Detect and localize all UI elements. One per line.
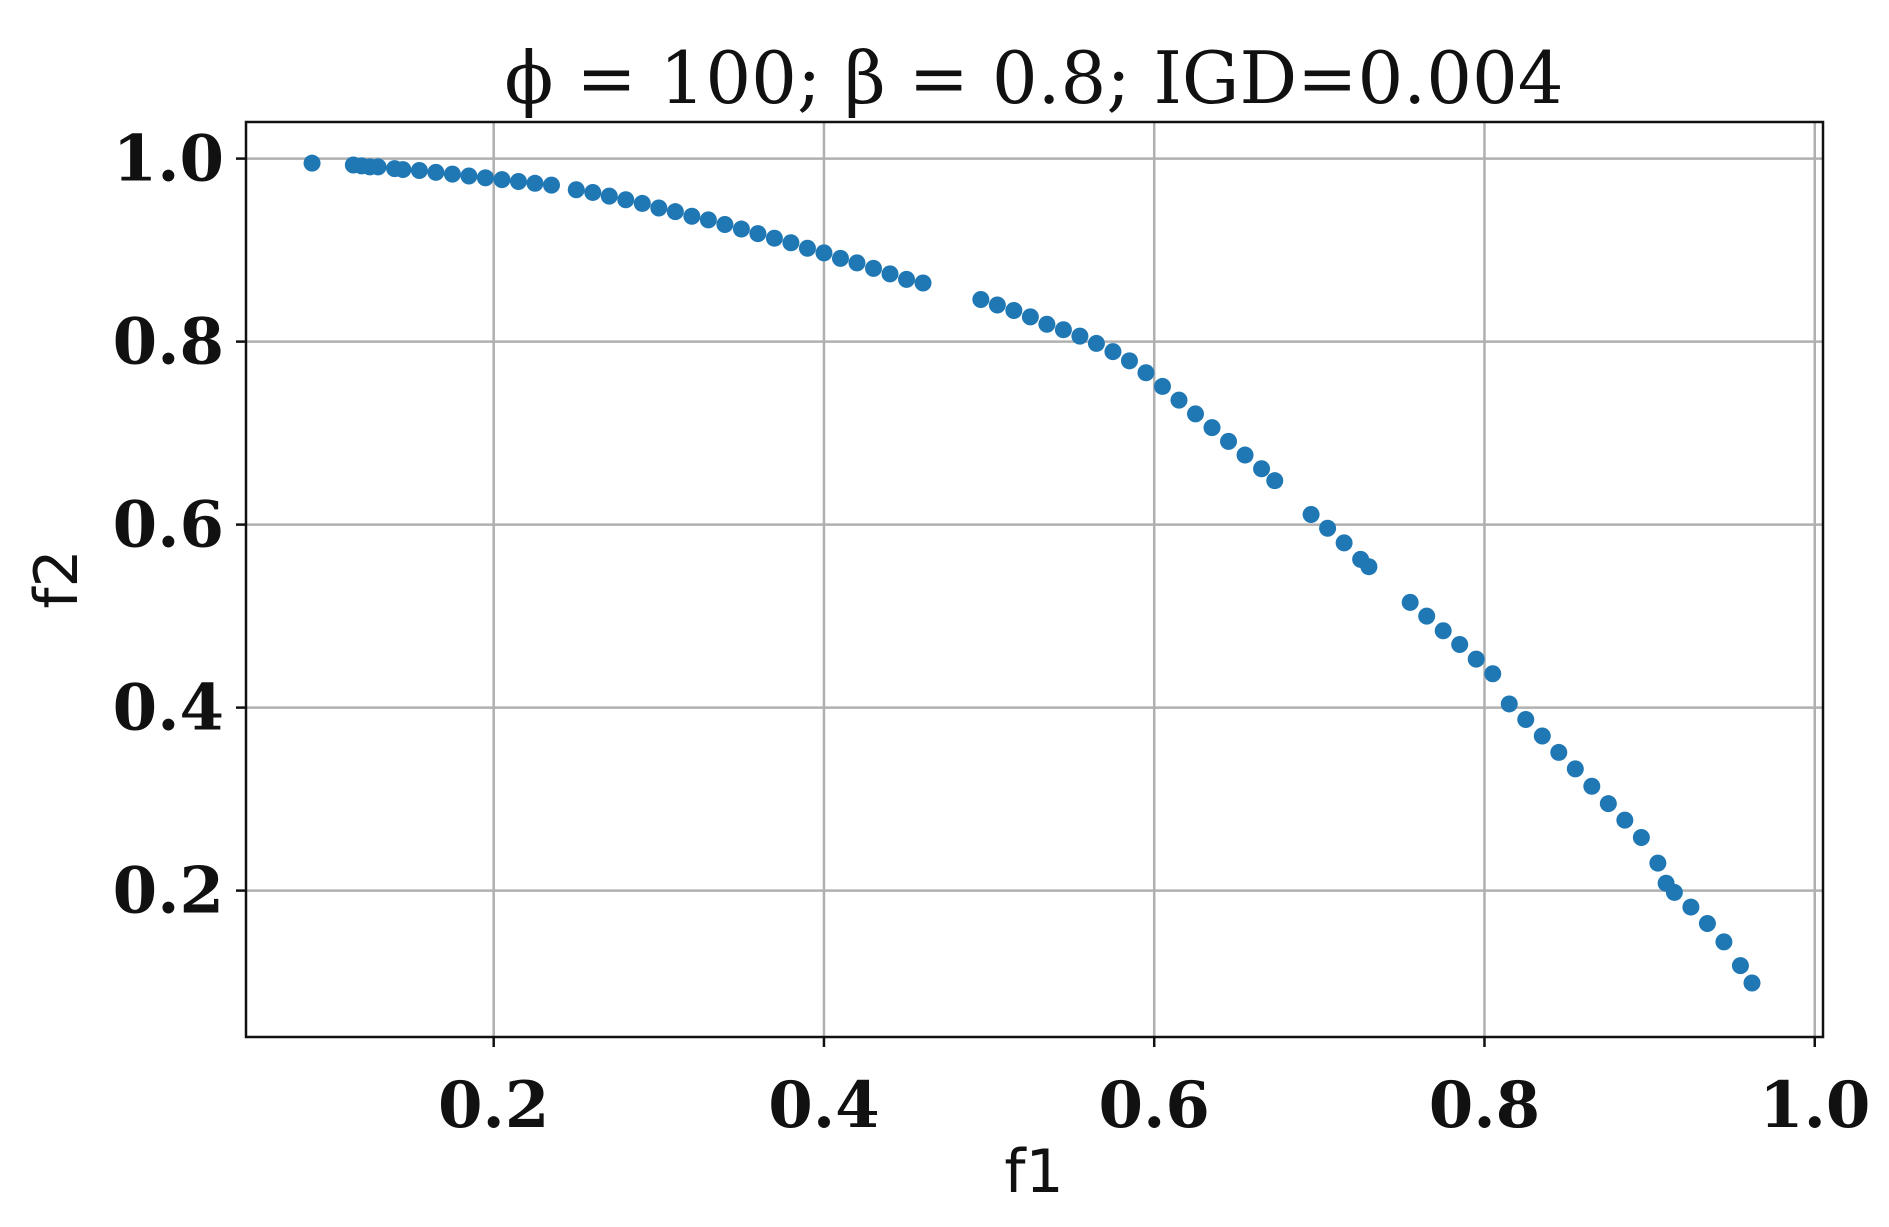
- data-point: [633, 194, 651, 212]
- data-point: [1170, 391, 1188, 409]
- data-point: [881, 265, 899, 283]
- x-tick-label: 0.2: [438, 1068, 549, 1143]
- data-point: [1434, 622, 1452, 640]
- data-point: [567, 181, 585, 199]
- data-point: [460, 167, 478, 185]
- data-point: [1054, 321, 1072, 339]
- data-point: [1583, 777, 1601, 795]
- y-tick-label: 0.2: [113, 854, 224, 929]
- axis-ticks: 0.2 0.4 0.6 0.8 1.0 0.2 0.4 0.6 0.8 1.0: [113, 122, 1871, 1143]
- data-point: [1517, 710, 1535, 728]
- data-point: [1153, 377, 1171, 395]
- data-point: [1038, 315, 1056, 333]
- data-point: [303, 154, 321, 172]
- data-point: [1632, 829, 1650, 847]
- x-tick-label: 0.6: [1099, 1068, 1210, 1143]
- data-point: [716, 215, 734, 233]
- data-point: [584, 183, 602, 201]
- data-point: [1451, 635, 1469, 653]
- data-point: [1203, 419, 1221, 437]
- plot-frame: [244, 120, 1825, 1039]
- data-point: [1021, 308, 1039, 326]
- data-point: [1533, 727, 1551, 745]
- data-point: [1500, 695, 1518, 713]
- data-point: [509, 172, 527, 190]
- data-point: [699, 211, 717, 229]
- data-point: [1649, 854, 1667, 872]
- y-axis-label: f2: [22, 549, 92, 608]
- data-point: [914, 274, 932, 292]
- data-point: [1665, 883, 1683, 901]
- data-point: [617, 191, 635, 209]
- data-point: [1698, 915, 1716, 933]
- data-point: [476, 169, 494, 187]
- data-point: [864, 259, 882, 277]
- data-point: [1187, 405, 1205, 423]
- data-point: [749, 225, 767, 243]
- data-point: [526, 174, 544, 192]
- data-point: [683, 207, 701, 225]
- y-tick-label: 1.0: [113, 122, 224, 197]
- data-point: [831, 249, 849, 267]
- data-point: [1104, 343, 1122, 361]
- data-point: [1731, 957, 1749, 975]
- data-point: [1682, 898, 1700, 916]
- data-point: [798, 239, 816, 257]
- data-point: [732, 220, 750, 238]
- data-point: [1319, 519, 1337, 537]
- x-tick-label: 1.0: [1759, 1068, 1870, 1143]
- grid-lines: [246, 122, 1823, 1037]
- data-point: [1550, 743, 1568, 761]
- data-point: [600, 187, 618, 205]
- data-point: [1484, 665, 1502, 683]
- data-point: [1566, 760, 1584, 778]
- data-point: [1137, 364, 1155, 382]
- data-point: [815, 244, 833, 262]
- data-point: [1236, 446, 1254, 464]
- data-point: [443, 165, 461, 183]
- data-point: [650, 199, 668, 217]
- data-point: [410, 161, 428, 179]
- x-tick-label: 0.8: [1429, 1068, 1540, 1143]
- data-point: [1120, 352, 1138, 370]
- x-tick-label: 0.4: [768, 1068, 879, 1143]
- data-point: [542, 176, 560, 194]
- data-point: [765, 229, 783, 247]
- data-point: [427, 163, 445, 181]
- data-point: [1266, 472, 1284, 490]
- data-point: [972, 291, 990, 309]
- data-points: [303, 154, 1761, 992]
- data-point: [1087, 334, 1105, 352]
- data-point: [1418, 607, 1436, 625]
- data-point: [1467, 650, 1485, 668]
- data-point: [1253, 460, 1271, 478]
- data-point: [1302, 506, 1320, 524]
- data-point: [666, 203, 684, 221]
- y-tick-label: 0.6: [113, 488, 224, 563]
- data-point: [1599, 795, 1617, 813]
- y-tick-label: 0.4: [113, 671, 224, 746]
- data-point: [782, 234, 800, 252]
- y-tick-label: 0.8: [113, 305, 224, 380]
- data-point: [369, 158, 387, 176]
- data-point: [1360, 558, 1378, 576]
- data-point: [1715, 933, 1733, 951]
- data-point: [898, 270, 916, 288]
- x-axis-label: f1: [1004, 1137, 1063, 1207]
- data-point: [848, 254, 866, 272]
- data-point: [1005, 301, 1023, 319]
- data-point: [1616, 811, 1634, 829]
- data-point: [988, 296, 1006, 314]
- data-point: [493, 171, 511, 189]
- data-point: [1335, 534, 1353, 552]
- data-point: [1220, 432, 1238, 450]
- data-point: [394, 161, 412, 179]
- data-point: [1071, 327, 1089, 345]
- data-point: [1401, 593, 1419, 611]
- chart-title: ϕ = 100; β = 0.8; IGD=0.004: [504, 36, 1563, 120]
- data-point: [1743, 974, 1761, 992]
